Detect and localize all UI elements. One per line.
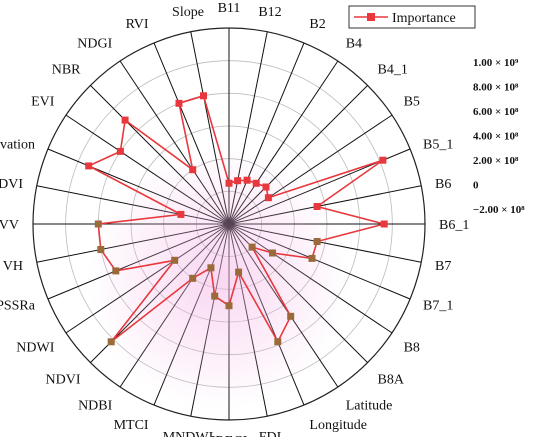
category-label-b6: B6 xyxy=(435,177,451,192)
category-label-latitude: Latitude xyxy=(346,399,393,414)
category-label-ireci: IRECI xyxy=(211,434,248,437)
data-point-mtci xyxy=(207,264,215,272)
category-label-b11: B11 xyxy=(218,1,241,16)
legend-marker xyxy=(367,13,375,21)
category-label-b12: B12 xyxy=(258,5,281,20)
data-point-b7 xyxy=(313,238,321,245)
data-point-pssra xyxy=(112,267,120,275)
category-label-b8: B8 xyxy=(404,341,420,356)
radial-tick-labels: 1.00 × 10⁹ 8.00 × 10⁸ 6.00 × 10⁸ 4.00 × 10⁸… xyxy=(473,57,525,216)
category-label-nbr: NBR xyxy=(52,63,81,78)
data-point-nbr xyxy=(121,116,129,124)
category-label-rvi: RVI xyxy=(126,17,149,32)
category-label-b2: B2 xyxy=(309,17,325,32)
data-point-dvi xyxy=(177,210,185,218)
tick-label: 6.00 × 10⁸ xyxy=(473,106,519,118)
data-point-vv xyxy=(94,220,102,228)
data-point-ndgi xyxy=(189,166,197,174)
legend-label: Importance xyxy=(392,11,456,26)
category-label-ndgi: NDGI xyxy=(77,36,112,51)
category-label-evi: EVI xyxy=(31,94,55,109)
data-point-b7-1 xyxy=(308,254,316,262)
category-label-slope: Slope xyxy=(172,5,204,20)
data-point-mndwi xyxy=(211,292,219,300)
category-label-longitude: Longitude xyxy=(309,418,367,433)
category-label-pssra: PSSRa xyxy=(0,298,36,313)
category-label-dvi: DVI xyxy=(0,177,23,192)
data-point-vh xyxy=(97,246,105,253)
data-point-longitude xyxy=(274,338,282,346)
category-label-elevation: Elevation xyxy=(0,138,35,153)
data-point-latitude xyxy=(287,312,295,320)
tick-label: 0 xyxy=(473,180,479,192)
category-label-fdi: FDI xyxy=(259,430,282,437)
category-label-mtci: MTCI xyxy=(114,418,149,433)
category-labels: B11 B12 B2 B4 B4_1 B5 B5_1 B6 B6_1 B7 B7_1 B8 B8A Lat… xyxy=(0,1,469,437)
glow-shape xyxy=(89,149,349,409)
data-point-rvi xyxy=(175,99,183,107)
category-label-vh: VH xyxy=(3,259,23,274)
tick-label: 1.00 × 10⁹ xyxy=(473,57,519,69)
data-point-b4 xyxy=(252,179,260,187)
category-label-mndwi: MNDWI xyxy=(163,430,214,437)
legend-box xyxy=(348,5,476,29)
category-label-b8a: B8A xyxy=(378,373,405,388)
data-point-ndvi xyxy=(107,338,115,346)
data-point-b6 xyxy=(313,203,321,210)
tick-label: 4.00 × 10⁸ xyxy=(473,131,519,143)
data-point-ireci xyxy=(225,302,233,310)
legend: Importance xyxy=(348,5,476,29)
data-point-ndbi xyxy=(189,274,197,282)
category-label-b7: B7 xyxy=(435,259,451,274)
data-point-b2 xyxy=(243,176,251,184)
data-point-slope xyxy=(200,92,207,100)
data-point-b5 xyxy=(264,194,272,202)
category-label-ndbi: NDBI xyxy=(78,399,113,414)
data-point-b4-1 xyxy=(262,183,270,191)
data-point-b5-1 xyxy=(379,156,387,164)
data-point-elevation xyxy=(85,162,93,170)
data-point-b6-1 xyxy=(380,220,388,228)
category-label-vv: VV xyxy=(0,218,19,233)
data-point-fdi xyxy=(235,268,243,276)
tick-label: 2.00 × 10⁸ xyxy=(473,155,519,167)
category-label-b7-1: B7_1 xyxy=(423,298,453,313)
series-layer xyxy=(85,92,388,346)
data-point-b11 xyxy=(225,179,233,187)
category-label-b5: B5 xyxy=(404,94,420,109)
data-point-b8 xyxy=(269,249,276,257)
tick-label: −2.00 × 10⁸ xyxy=(473,204,525,216)
category-label-ndvi: NDVI xyxy=(46,373,81,388)
category-label-ndwi: NDWI xyxy=(16,341,54,356)
series-glow xyxy=(89,149,349,409)
data-point-ndwi xyxy=(171,256,179,264)
category-label-b4: B4 xyxy=(346,36,362,51)
data-point-b8a xyxy=(248,243,256,251)
tick-label: 8.00 × 10⁸ xyxy=(473,82,519,94)
category-label-b4-1: B4_1 xyxy=(378,63,408,78)
data-point-b12 xyxy=(234,177,242,185)
category-label-b6-1: B6_1 xyxy=(439,218,469,233)
category-label-b5-1: B5_1 xyxy=(423,138,453,153)
data-point-evi xyxy=(116,147,124,155)
